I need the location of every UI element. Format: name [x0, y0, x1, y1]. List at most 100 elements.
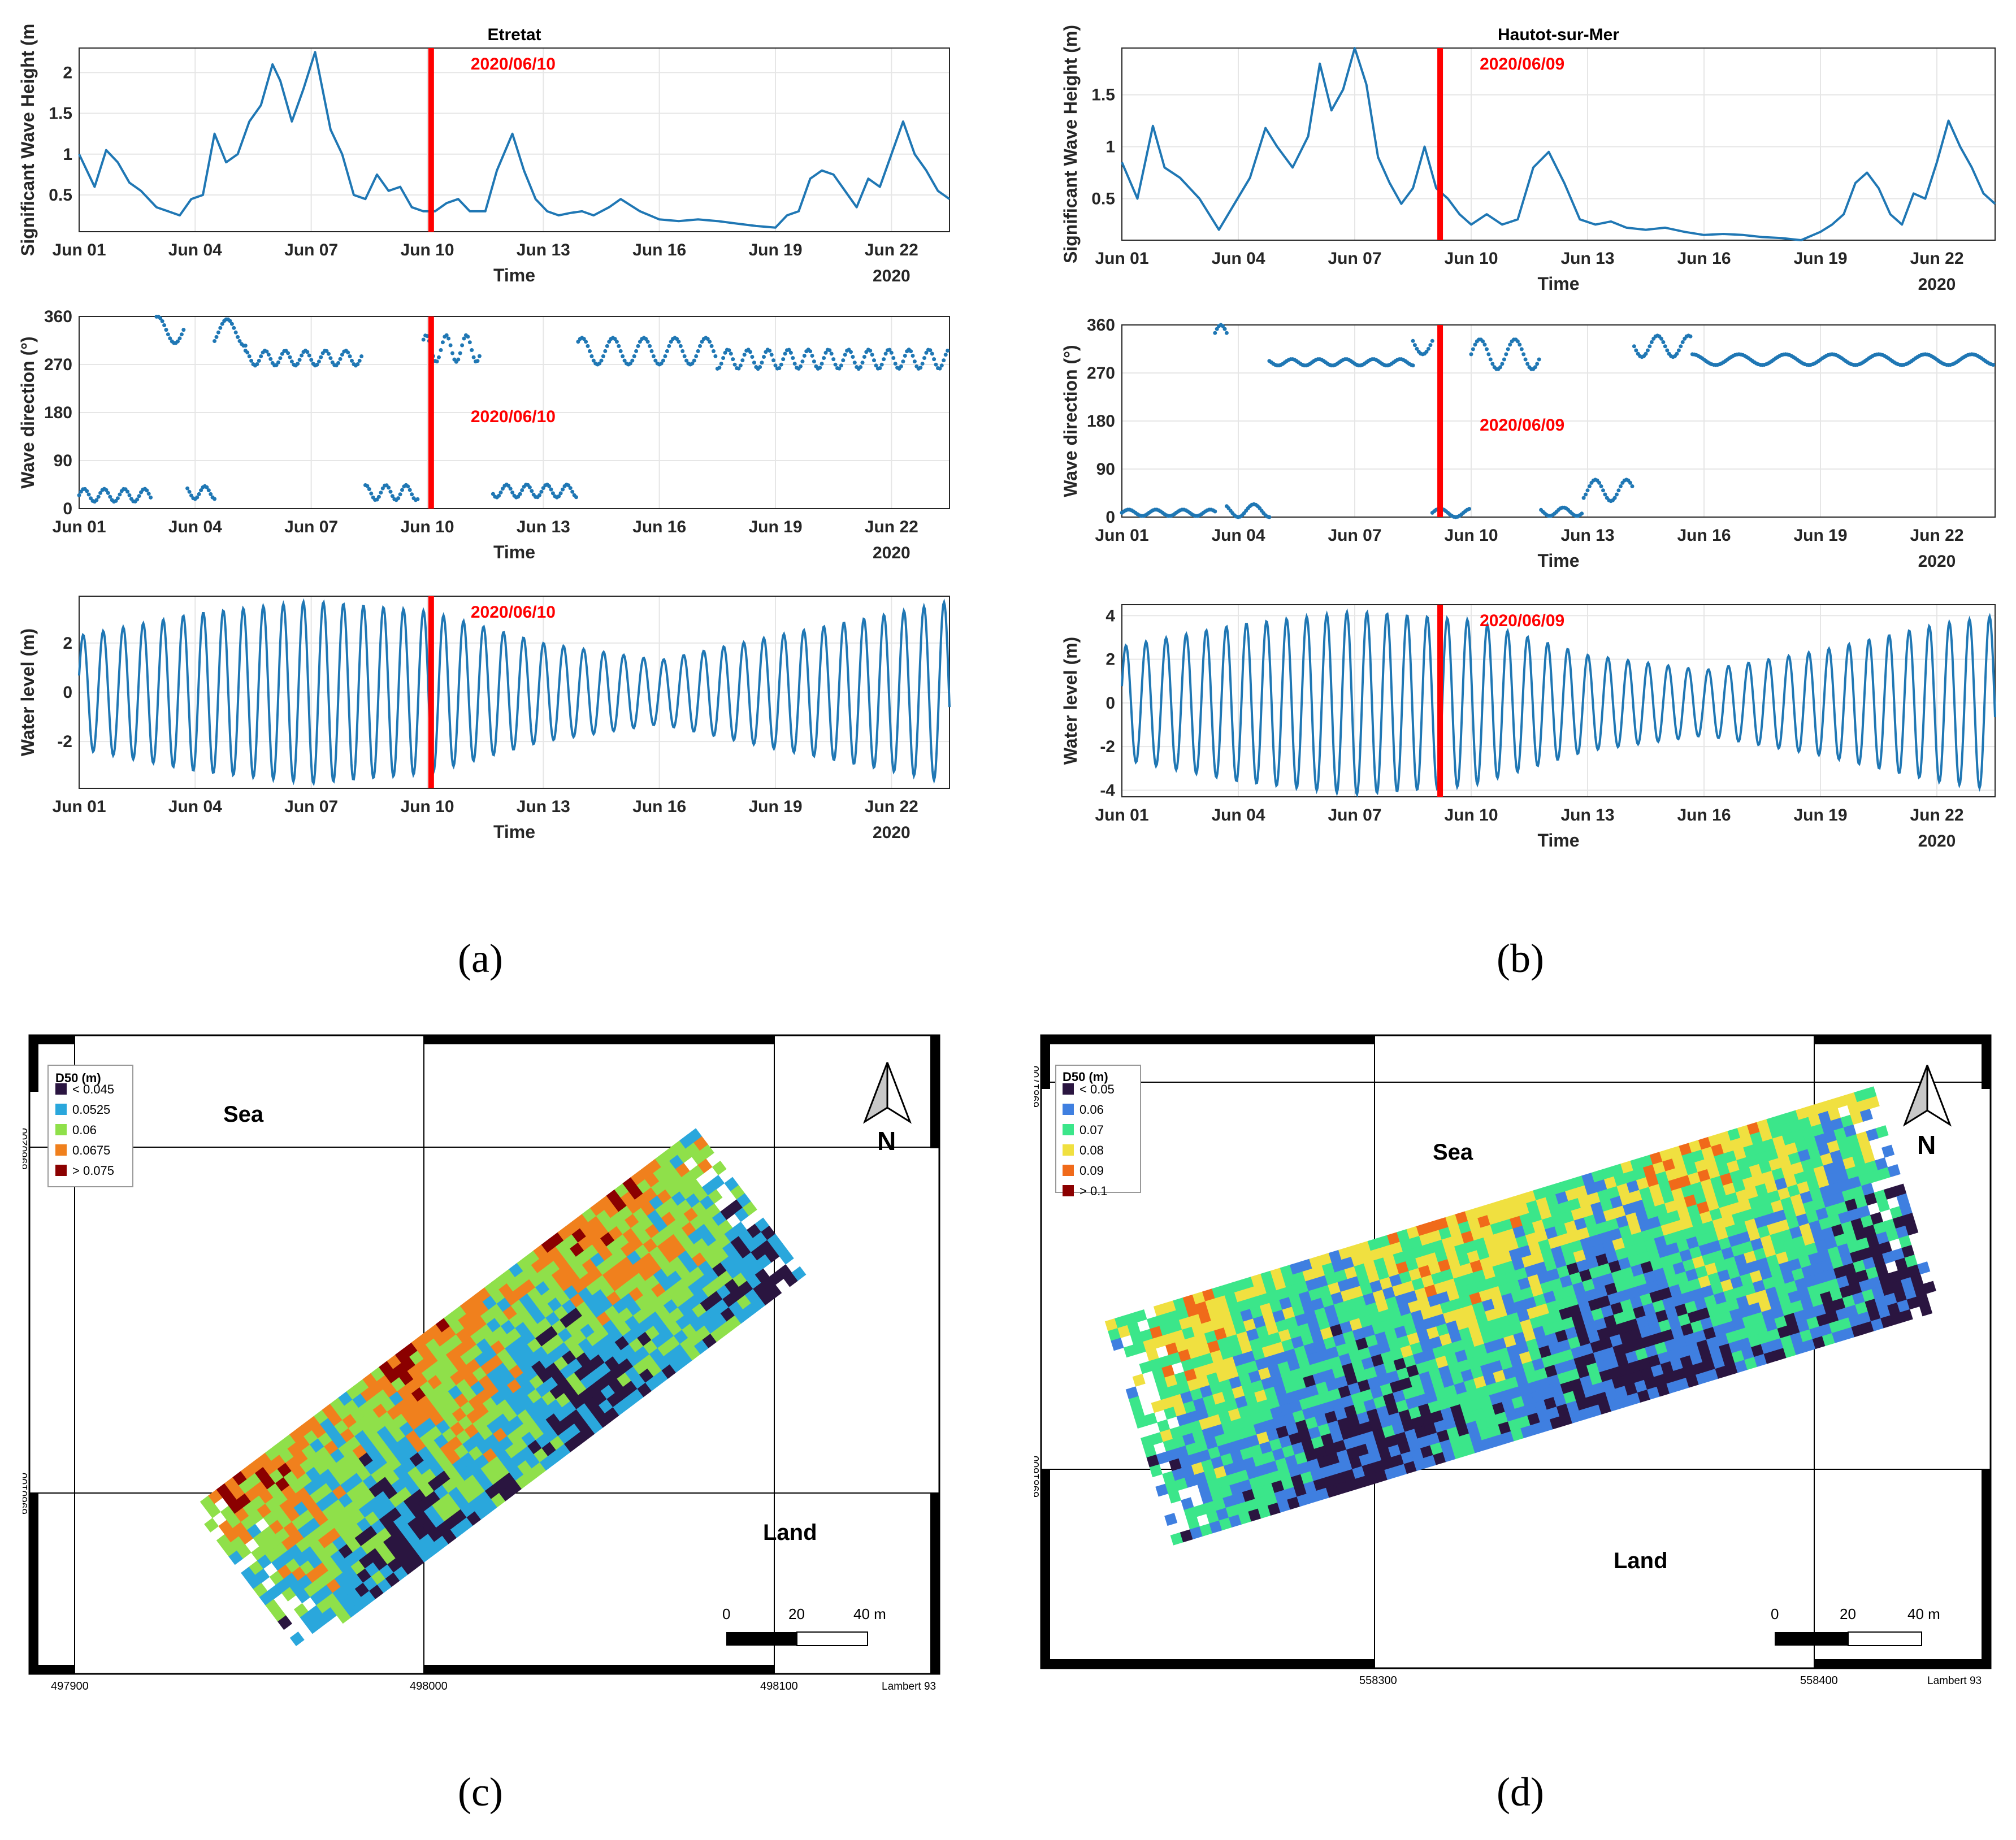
raster-cell	[1552, 1181, 1566, 1195]
data-point	[185, 486, 190, 491]
legend-swatch	[1063, 1083, 1074, 1095]
raster-cell	[1402, 1248, 1416, 1262]
raster-cell	[1658, 1213, 1671, 1226]
raster-cell	[1183, 1400, 1196, 1414]
raster-cell	[1648, 1322, 1662, 1335]
raster-cell	[1375, 1299, 1389, 1313]
raster-cell	[1859, 1247, 1873, 1260]
data-point	[922, 356, 926, 360]
data-point	[788, 350, 793, 355]
raster-cell	[1530, 1283, 1544, 1297]
raster-cell	[1740, 1273, 1753, 1286]
raster-cell	[1463, 1378, 1477, 1392]
raster-cell	[1349, 1350, 1362, 1364]
raster-cell	[1294, 1346, 1307, 1359]
raster-cell	[1537, 1409, 1550, 1423]
raster-cell	[1243, 1425, 1257, 1438]
raster-cell	[1340, 1288, 1354, 1302]
raster-cell	[1450, 1265, 1464, 1279]
raster-cell	[1739, 1305, 1753, 1318]
raster-cell	[1290, 1474, 1304, 1487]
raster-cell	[1529, 1348, 1542, 1361]
raster-cell	[1473, 1269, 1486, 1283]
raster-cell	[1498, 1283, 1512, 1296]
raster-cell	[1233, 1353, 1246, 1367]
data-point	[918, 366, 923, 370]
raster-cell	[1705, 1230, 1719, 1244]
data-point	[243, 344, 248, 348]
raster-cell	[1459, 1433, 1472, 1447]
raster-cell	[1610, 1334, 1623, 1347]
legend-entry: 0.06	[72, 1123, 97, 1137]
raster-cell	[1302, 1407, 1316, 1420]
raster-cell	[1749, 1164, 1762, 1177]
raster-cell	[1247, 1296, 1260, 1309]
raster-cell	[1863, 1225, 1877, 1238]
raster-cell	[1347, 1382, 1361, 1396]
raster-cell	[1676, 1239, 1690, 1253]
date-marker-label: 2020/06/09	[1480, 611, 1564, 630]
raster-cell	[1904, 1255, 1918, 1268]
raster-cell	[1384, 1466, 1398, 1480]
raster-cell	[1296, 1387, 1310, 1401]
raster-cell	[1567, 1230, 1581, 1243]
raster-cell	[1852, 1153, 1866, 1167]
raster-cell	[1596, 1359, 1610, 1373]
raster-cell	[1697, 1201, 1710, 1214]
raster-cell	[1440, 1301, 1453, 1314]
raster-cell	[1409, 1235, 1423, 1249]
raster-cell	[1312, 1404, 1325, 1417]
raster-cell	[1656, 1277, 1670, 1291]
raster-cell	[1759, 1129, 1773, 1142]
raster-cell	[1878, 1167, 1891, 1181]
data-point	[557, 494, 561, 498]
raster-cell	[1250, 1305, 1263, 1319]
data-point	[740, 358, 745, 363]
raster-cell	[1744, 1218, 1758, 1232]
raster-cell	[1645, 1206, 1658, 1220]
x-tick-label: Jun 01	[1095, 526, 1148, 545]
raster-cell	[1482, 1405, 1495, 1418]
raster-cell	[1401, 1313, 1415, 1326]
raster-cell	[1395, 1399, 1409, 1413]
data-point	[709, 344, 714, 348]
raster-cell	[1186, 1516, 1200, 1530]
raster-cell	[1789, 1226, 1803, 1239]
raster-cell	[1764, 1212, 1777, 1226]
land-label: Land	[1614, 1548, 1668, 1573]
raster-cell	[1766, 1254, 1780, 1268]
data-point	[648, 344, 652, 348]
data-point	[649, 349, 654, 353]
raster-cell	[1231, 1418, 1245, 1431]
raster-cell	[1128, 1396, 1142, 1409]
raster-cell	[1187, 1378, 1200, 1392]
legend-swatch	[1063, 1144, 1074, 1156]
legend-title: D50 (m)	[1063, 1070, 1108, 1084]
raster-cell	[1728, 1202, 1742, 1216]
raster-cell	[1667, 1348, 1681, 1362]
raster-cell	[1175, 1339, 1189, 1353]
y-axis-label: Wave direction (°)	[1060, 345, 1081, 497]
raster-cell	[1757, 1119, 1770, 1132]
raster-cell	[1394, 1325, 1408, 1339]
raster-cell	[1309, 1256, 1323, 1269]
raster-cell	[1571, 1208, 1584, 1221]
raster-cell	[1531, 1252, 1545, 1265]
x-year-label: 2020	[1918, 832, 1956, 850]
raster-cell	[1799, 1223, 1813, 1236]
chart-hautot-wave-height: Jun 01 Jun 04 Jun 07 Jun 10 Jun 13 Jun 16 Jun …	[1060, 25, 1996, 294]
raster-cell	[1722, 1214, 1736, 1228]
raster-cell	[1422, 1242, 1436, 1256]
scale-0: 0	[722, 1605, 730, 1622]
raster-cell	[1861, 1321, 1874, 1334]
data-point	[396, 496, 401, 501]
raster-cell	[1568, 1197, 1581, 1211]
data-point	[498, 491, 503, 494]
raster-cell	[1602, 1379, 1615, 1392]
raster-cell	[1520, 1287, 1534, 1300]
x-tick-label: Jun 13	[1560, 806, 1614, 824]
raster-cell	[1638, 1357, 1651, 1371]
raster-cell	[1644, 1377, 1657, 1390]
raster-cell	[1724, 1256, 1737, 1270]
data-point	[1659, 336, 1663, 341]
